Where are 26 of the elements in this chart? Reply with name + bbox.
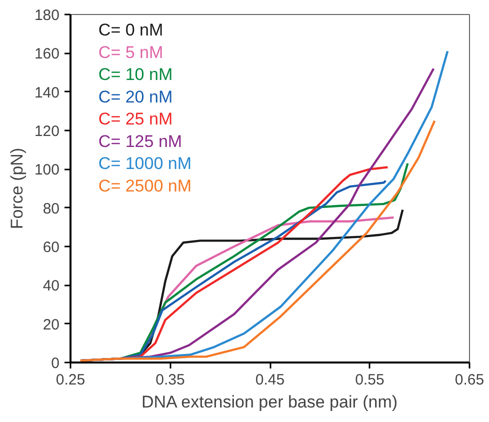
text: C= 0 nM — [98, 20, 164, 40]
x-tick-label: 0.55 — [355, 372, 384, 388]
y-tick-label: 80 — [42, 200, 60, 218]
line-series — [147, 216, 395, 344]
x-tick-label: 0.25 — [56, 372, 86, 388]
y-axis-title: Force (pN) — [7, 148, 26, 230]
y-tick-label: 20 — [42, 316, 60, 334]
y-tick-label: 120 — [34, 123, 60, 140]
y-tick-label: 140 — [34, 84, 60, 102]
text: C= 20 nM — [98, 87, 173, 106]
y-tick-label: 160 — [34, 46, 60, 63]
text: C= 125 nM — [98, 132, 182, 151]
y-tick-label: 60 — [42, 239, 60, 256]
text: C= 10 nM — [98, 65, 173, 84]
y-tick-label: 180 — [34, 7, 60, 24]
x-axis-title: DNA extension per base pair (nm) — [142, 392, 398, 412]
y-tick-label: 40 — [42, 278, 60, 295]
text: C= 1000 nM — [98, 154, 192, 174]
y-tick-label: 100 — [34, 162, 60, 179]
x-tick-label: 0.45 — [255, 372, 285, 388]
x-tick-label: 0.35 — [156, 372, 185, 388]
text: C= 2500 nM — [98, 176, 192, 196]
text: C= 5 nM — [98, 42, 164, 62]
x-tick-label: 0.65 — [454, 372, 484, 388]
y-tick-label: 0 — [51, 355, 60, 372]
text: C= 25 nM — [98, 110, 173, 129]
